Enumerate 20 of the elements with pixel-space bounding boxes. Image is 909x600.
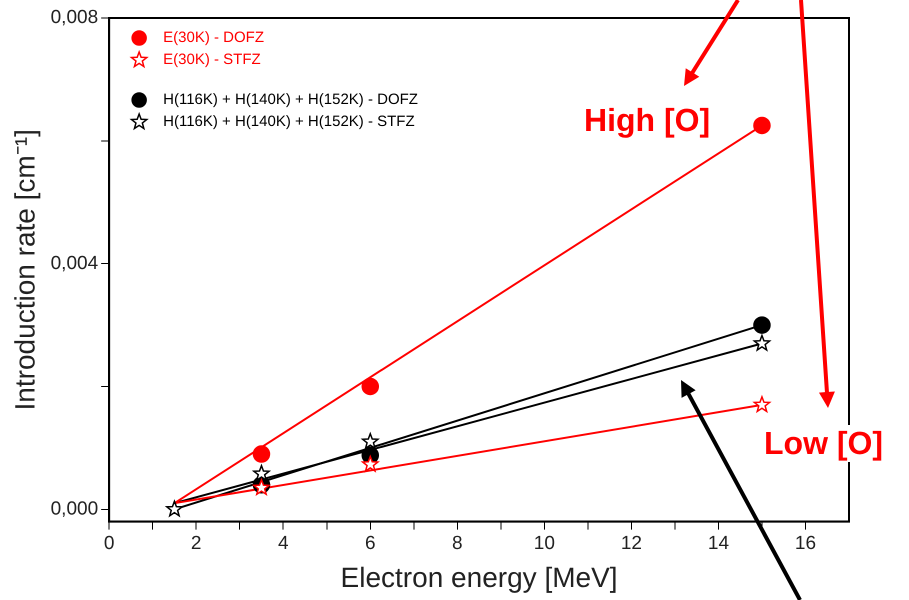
legend-label: E(30K) - DOFZ	[163, 29, 264, 46]
y-tick-label: 0,008	[50, 7, 98, 28]
y-axis-title: Introduction rate [cm⁻¹]	[10, 129, 41, 410]
annotation: High [O]	[582, 102, 712, 139]
x-tick-label: 16	[794, 533, 816, 554]
x-axis-title: Electron energy [MeV]	[340, 562, 618, 593]
x-tick-label: 0	[104, 533, 114, 554]
y-tick-label: 0,000	[50, 498, 98, 520]
x-tick-label: 2	[190, 533, 202, 554]
x-tick-label: 4	[278, 533, 289, 554]
x-tick-label: 10	[534, 533, 555, 554]
x-tick-label: 6	[364, 533, 376, 554]
x-tick-label: 14	[708, 533, 730, 554]
annotation: Low [O]	[762, 425, 886, 462]
legend-label: E(30K) - STFZ	[163, 51, 261, 68]
y-tick-label: 0,004	[50, 252, 99, 274]
legend-label: H(116K) + H(140K) + H(152K) - DOFZ	[163, 91, 418, 108]
x-tick-label: 8	[452, 533, 463, 554]
legend-label: H(116K) + H(140K) + H(152K) - STFZ	[163, 113, 415, 130]
x-tick-label: 12	[620, 533, 642, 554]
